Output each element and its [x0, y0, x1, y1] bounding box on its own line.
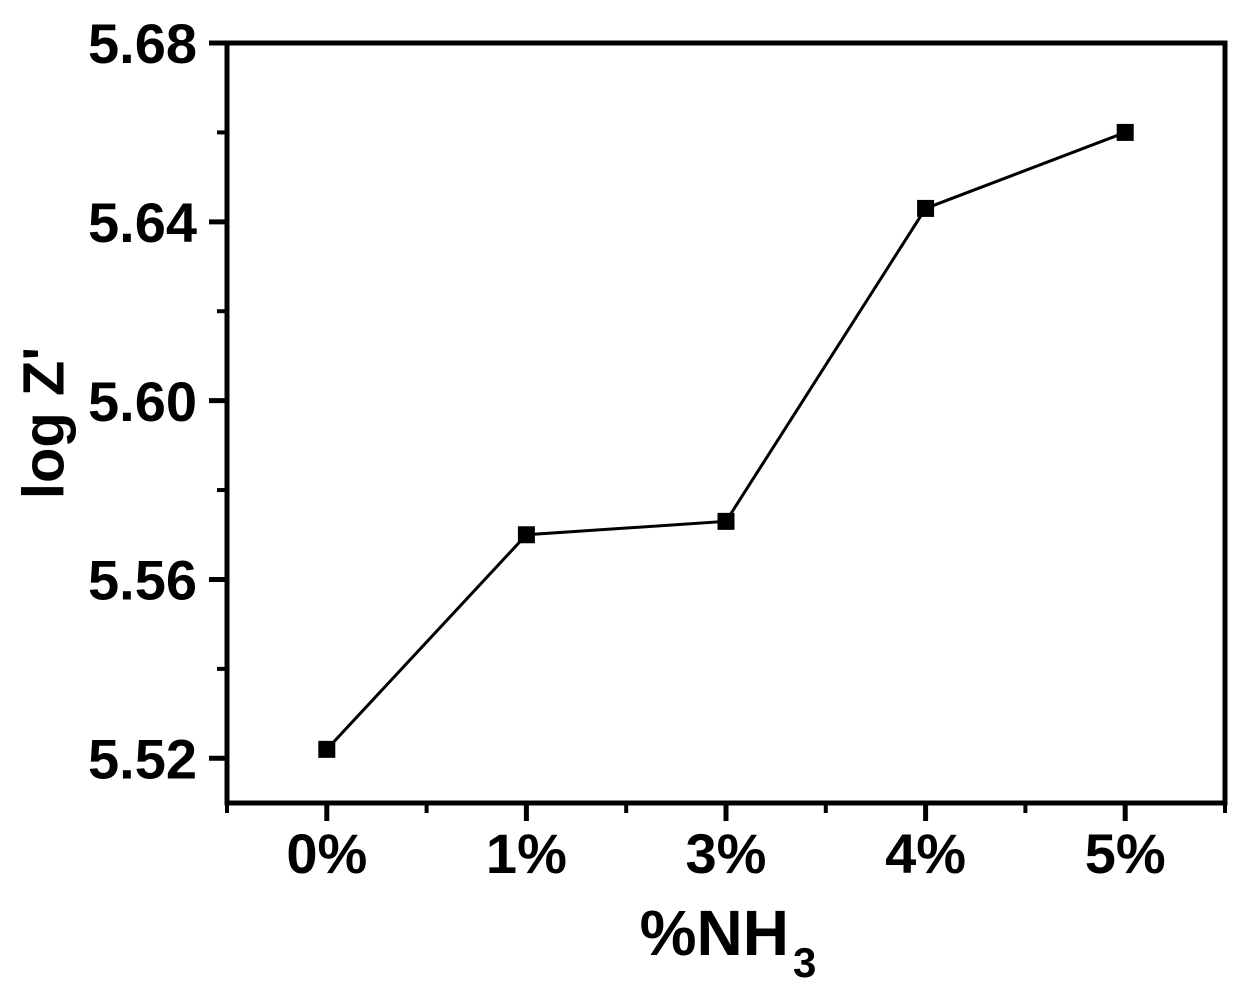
- y-tick-label: 5.64: [88, 191, 197, 254]
- y-tick-label: 5.56: [88, 549, 197, 612]
- y-tick-label: 5.52: [88, 727, 197, 790]
- x-tick-label: 1%: [486, 822, 567, 885]
- x-axis-title: %NH3: [227, 896, 1225, 986]
- x-tick-label: 3%: [686, 822, 767, 885]
- x-tick-label: 5%: [1085, 822, 1166, 885]
- x-axis-title-text: %NH: [639, 897, 789, 969]
- y-axis-title: log Z': [11, 347, 78, 499]
- data-point-marker: [517, 526, 535, 544]
- data-point-marker: [717, 512, 735, 530]
- x-tick-label: 4%: [885, 822, 966, 885]
- data-point-marker: [1116, 123, 1134, 141]
- plot-border: [224, 40, 1228, 806]
- data-point-marker: [917, 199, 935, 217]
- x-tick-label: 0%: [286, 822, 367, 885]
- y-tick-label: 5.60: [88, 370, 197, 433]
- y-tick-label: 5.68: [88, 12, 197, 75]
- x-axis-title-subscript: 3: [792, 939, 817, 986]
- data-line: [325, 131, 1126, 751]
- y-axis-title-text: log Z': [11, 346, 77, 500]
- data-point-marker: [318, 740, 336, 758]
